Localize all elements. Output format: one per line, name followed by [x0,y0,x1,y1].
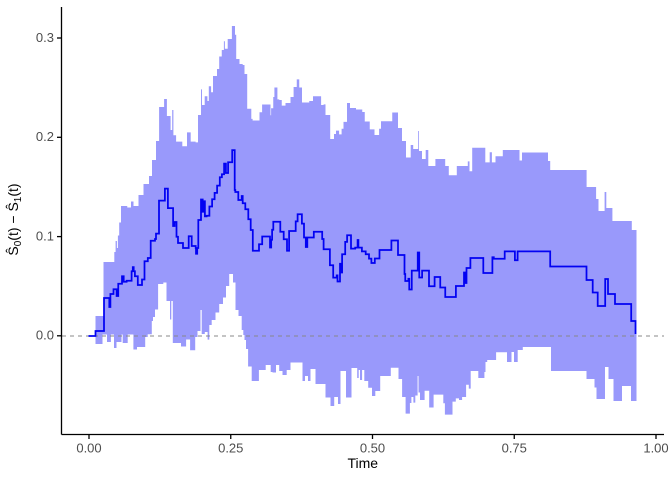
svg-text:0.25: 0.25 [218,440,243,455]
svg-text:Time: Time [347,455,378,471]
svg-text:0.50: 0.50 [360,440,385,455]
svg-text:0.00: 0.00 [76,440,101,455]
svg-text:0.0: 0.0 [36,328,54,343]
svg-text:0.3: 0.3 [36,30,54,45]
svg-text:0.2: 0.2 [36,129,54,144]
svg-text:0.75: 0.75 [502,440,527,455]
svg-text:0.1: 0.1 [36,228,54,243]
svg-text:1.00: 1.00 [643,440,668,455]
